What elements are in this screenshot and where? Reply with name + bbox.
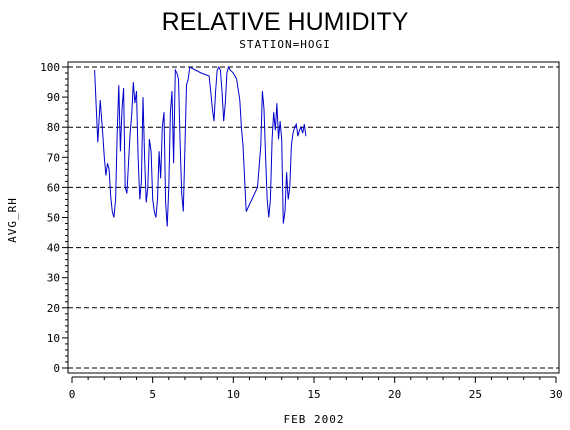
x-tick-label: 10 [227, 388, 240, 401]
x-tick-label: 25 [469, 388, 482, 401]
y-tick-label: 10 [47, 332, 60, 345]
x-tick-label: 20 [388, 388, 401, 401]
y-axis-label: AVG_RH [6, 197, 19, 243]
y-tick-label: 20 [47, 302, 60, 315]
y-tick-label: 70 [47, 151, 60, 164]
chart-subtitle: STATION=HOGI [239, 38, 330, 51]
y-tick-label: 80 [47, 121, 60, 134]
x-tick-label: 30 [549, 388, 562, 401]
x-axis-label: FEB 2002 [284, 413, 345, 426]
x-axis-ticks: 0 5 10 15 20 25 30 [69, 376, 563, 401]
y-tick-label: 40 [47, 242, 60, 255]
x-tick-label: 5 [149, 388, 156, 401]
chart-title: RELATIVE HUMIDITY [162, 8, 409, 36]
y-tick-label: 100 [40, 61, 60, 74]
reference-lines [68, 66, 559, 369]
y-axis-ticks: 0 10 20 30 40 50 60 70 80 90 100 [40, 61, 68, 375]
x-tick-label: 0 [69, 388, 76, 401]
plot-frame [67, 61, 560, 374]
y-tick-label: 90 [47, 91, 60, 104]
series-line [94, 65, 307, 227]
x-tick-label: 15 [307, 388, 320, 401]
y-tick-label: 50 [47, 212, 60, 225]
y-tick-label: 30 [47, 272, 60, 285]
y-tick-label: 60 [47, 181, 60, 194]
y-tick-label: 0 [53, 362, 60, 375]
